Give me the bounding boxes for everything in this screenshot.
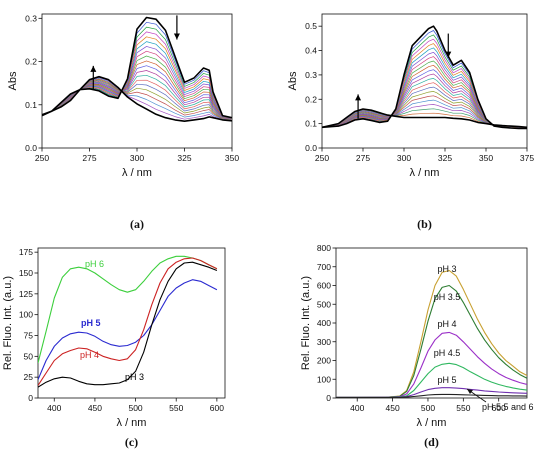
series-line (336, 284, 527, 398)
spectrum-line-bold (42, 16, 232, 119)
x-tick-label: 500 (128, 403, 142, 413)
y-axis-label: Rel. Fluo. Int. (a.u.) (300, 276, 312, 370)
panel-c: 400 450 500 550 600 0 25 50 75 100 125 150 175 λ / nm… (2, 247, 226, 449)
y-tick-label: 25 (24, 372, 34, 382)
x-tick-label: 550 (456, 403, 470, 413)
y-tick-label: 300 (317, 337, 331, 347)
x-tick-label: 400 (47, 403, 61, 413)
y-tick-label: 400 (317, 318, 331, 328)
trend-arrow-head (90, 65, 97, 72)
y-tick-label: 0.0 (25, 143, 37, 153)
trend-arrow-head (355, 94, 362, 101)
y-tick-label: 500 (317, 299, 331, 309)
x-tick-label: 450 (385, 403, 399, 413)
y-tick-label: 0.4 (305, 46, 317, 56)
y-tick-label: 175 (19, 247, 33, 257)
spectrum-line (322, 95, 527, 128)
x-tick-label: 600 (492, 403, 506, 413)
y-tick-label: 0.2 (25, 57, 37, 67)
series-label: pH 3 (125, 372, 144, 382)
y-tick-label: 100 (19, 310, 33, 320)
x-tick-label: 275 (356, 153, 370, 163)
x-tick-label: 250 (315, 153, 329, 163)
series-group (42, 16, 232, 122)
y-tick-label: 800 (317, 243, 331, 253)
series-line (38, 279, 218, 380)
series-line (38, 257, 218, 386)
panel-label: (c) (125, 435, 138, 449)
y-tick-label: 75 (24, 331, 34, 341)
y-axis-label: Rel. Fluo. Int. (a.u.) (2, 276, 14, 370)
series-label: pH 3.5 (434, 292, 461, 302)
x-axis-label: λ / nm (117, 417, 147, 429)
y-tick-label: 125 (19, 289, 33, 299)
spectrum-line-bold (42, 75, 232, 122)
x-axis-label: λ / nm (410, 167, 440, 179)
panel-d: 400 450 500 550 600 0 100 200 300 400 500 600 700 800… (300, 243, 528, 449)
y-tick-label: 0 (326, 393, 331, 403)
x-tick-label: 375 (520, 153, 534, 163)
x-tick-label: 250 (35, 153, 49, 163)
x-tick-label: 300 (130, 153, 144, 163)
x-axis-label: λ / nm (417, 417, 447, 429)
plot-frame (37, 247, 226, 399)
spectrum-line-bold (322, 108, 527, 129)
x-tick-label: 350 (225, 153, 239, 163)
y-tick-label: 0.1 (25, 100, 37, 110)
y-tick-label: 0.3 (305, 70, 317, 80)
y-tick-label: 150 (19, 268, 33, 278)
x-tick-label: 400 (350, 403, 364, 413)
x-tick-label: 275 (82, 153, 96, 163)
series-line (336, 331, 527, 398)
series-group (336, 269, 527, 398)
x-tick-label: 550 (169, 403, 183, 413)
series-label: pH 4.5 (434, 348, 461, 358)
plot-frame (321, 13, 528, 149)
series-line (38, 261, 218, 388)
x-tick-label: 325 (177, 153, 191, 163)
series-label: pH 5 (437, 375, 456, 385)
y-tick-label: 100 (317, 374, 331, 384)
panel-b: 250 275 300 325 350 375 0.0 0.1 0.2 0.3 0.4 0.5 λ / … (287, 13, 534, 231)
y-tick-label: 600 (317, 281, 331, 291)
y-tick-label: 0.5 (305, 21, 317, 31)
series-group (322, 25, 527, 130)
y-tick-label: 0.0 (305, 143, 317, 153)
y-tick-label: 0.2 (305, 94, 317, 104)
panel-label: (a) (130, 217, 144, 231)
series-line (38, 255, 218, 364)
trend-arrow-head (173, 33, 180, 40)
y-tick-label: 0 (28, 393, 33, 403)
series-label: pH 4 (80, 350, 99, 360)
x-axis-label: λ / nm (122, 167, 152, 179)
series-label: pH 6 (85, 259, 104, 269)
series-line (336, 269, 527, 398)
y-tick-label: 0.3 (25, 13, 37, 23)
x-tick-label: 500 (421, 403, 435, 413)
series-label: pH 5.5 and 6 (482, 402, 534, 412)
trend-arrow-head (445, 51, 452, 58)
series-label: pH 5 (81, 318, 101, 328)
series-label: pH 3 (437, 264, 456, 274)
x-tick-label: 600 (210, 403, 224, 413)
series-group (38, 255, 218, 388)
plot-frame (335, 247, 528, 399)
y-tick-label: 700 (317, 262, 331, 272)
panel-label: (d) (424, 435, 439, 449)
y-axis-label: Abs (7, 71, 19, 90)
x-tick-label: 325 (438, 153, 452, 163)
y-tick-label: 0.1 (305, 119, 317, 129)
panel-a: 250 275 300 325 350 0.0 0.1 0.2 0.3 λ / nm Abs (a) (7, 13, 239, 231)
series-line (336, 393, 527, 398)
y-tick-label: 200 (317, 356, 331, 366)
y-tick-label: 50 (24, 351, 34, 361)
label-pointer-head (467, 389, 473, 394)
panel-label: (b) (417, 217, 432, 231)
x-tick-label: 350 (479, 153, 493, 163)
x-tick-label: 450 (88, 403, 102, 413)
y-axis-label: Abs (287, 71, 299, 90)
series-label: pH 4 (437, 319, 456, 329)
x-tick-label: 300 (397, 153, 411, 163)
